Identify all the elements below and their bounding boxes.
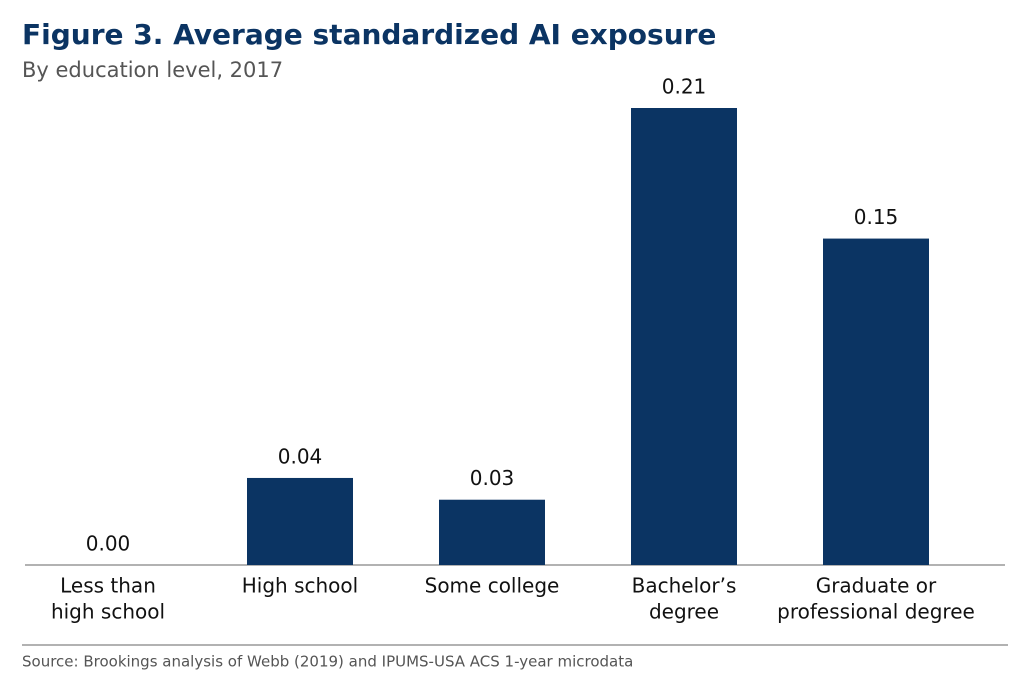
x-tick-label: Graduate or bbox=[816, 574, 937, 598]
x-tick-label: Bachelor’s bbox=[632, 574, 737, 598]
chart-title: Figure 3. Average standardized AI exposu… bbox=[22, 18, 716, 51]
x-tick-label: High school bbox=[242, 574, 358, 598]
bar bbox=[247, 477, 353, 565]
x-tick-label: Less than bbox=[60, 574, 156, 598]
value-label: 0.00 bbox=[86, 532, 131, 556]
bar bbox=[631, 108, 737, 565]
source-note: Source: Brookings analysis of Webb (2019… bbox=[22, 653, 633, 671]
x-tick-label: degree bbox=[649, 600, 719, 624]
bar bbox=[823, 238, 929, 566]
x-tick-label: professional degree bbox=[777, 600, 975, 624]
bar bbox=[439, 499, 545, 565]
value-label: 0.15 bbox=[854, 205, 899, 229]
value-label: 0.03 bbox=[470, 466, 515, 490]
value-label: 0.21 bbox=[662, 75, 707, 99]
value-label: 0.04 bbox=[278, 444, 323, 468]
x-tick-label: high school bbox=[51, 600, 165, 624]
x-tick-label: Some college bbox=[425, 574, 560, 598]
chart-subtitle: By education level, 2017 bbox=[22, 58, 283, 82]
